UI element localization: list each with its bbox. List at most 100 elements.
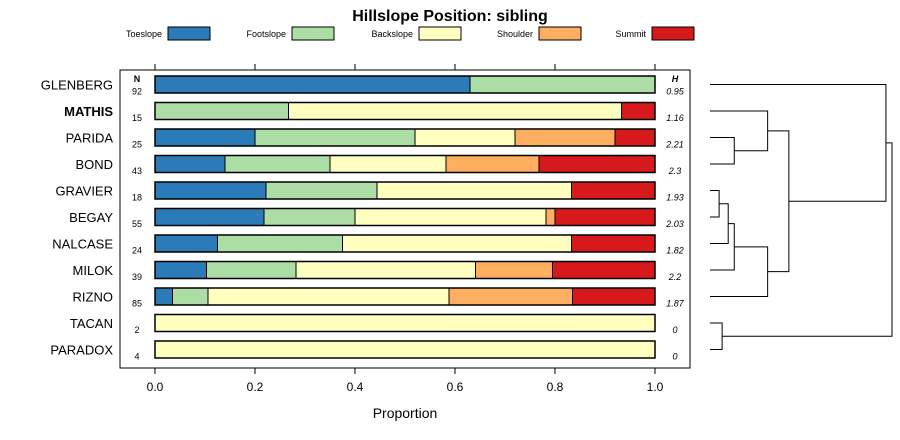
x-tick-label: 0.4	[347, 380, 364, 394]
n-value: 39	[132, 272, 142, 282]
bar-segment	[376, 181, 572, 200]
n-value: 4	[134, 352, 139, 362]
dendrogram-link	[710, 84, 887, 202]
bar-outline	[154, 207, 656, 227]
dendrogram-link	[710, 223, 735, 271]
bar-segment	[621, 102, 656, 120]
bar-segment	[217, 234, 343, 253]
plot-frame	[119, 69, 691, 369]
h-value: 1.16	[666, 113, 684, 123]
category-label: GLENBERG	[41, 78, 113, 93]
bar-segment	[154, 261, 207, 279]
bar-segment	[552, 261, 656, 279]
bar-outline	[154, 128, 656, 147]
legend-label: Summit	[615, 29, 646, 39]
legend-swatch	[291, 26, 335, 41]
n-value: 85	[132, 299, 142, 309]
h-value: 1.93	[666, 193, 684, 203]
bar-rows: GLENBERG 92 0.95 MATHIS 15 1.16 PARIDA 25 2.21 BO…	[41, 75, 685, 362]
bar-segment	[572, 287, 656, 306]
bar-segment	[571, 234, 656, 253]
bar-segment	[414, 128, 516, 147]
bar-segment	[354, 208, 547, 226]
bar-segment	[154, 181, 267, 200]
h-value: 0.95	[666, 87, 685, 97]
x-tick-label: 0.8	[547, 380, 564, 394]
n-value: 18	[132, 193, 142, 203]
bar-segment	[538, 155, 656, 173]
legend-swatch	[418, 26, 462, 41]
dendrogram-link	[710, 137, 735, 165]
category-label: TACAN	[70, 316, 113, 331]
bar-segment	[288, 102, 622, 120]
category-label: PARADOX	[50, 343, 113, 358]
bar-segment	[154, 208, 265, 226]
category-label: MILOK	[73, 263, 114, 278]
dendrogram-link	[710, 322, 723, 350]
bar-segment	[154, 287, 173, 306]
legend: Toeslope Footslope Backslope Shoulder Summit	[126, 26, 695, 41]
x-tick-label: 0.2	[247, 380, 264, 394]
bar-segment	[614, 128, 656, 147]
dendrogram-link	[722, 142, 893, 337]
bar-segment	[154, 75, 471, 94]
h-value: 2.03	[665, 219, 684, 229]
bar-segment	[172, 287, 209, 306]
legend-swatch	[538, 26, 582, 41]
bar-segment	[514, 128, 616, 147]
bar-outline	[154, 101, 656, 121]
n-value: 55	[132, 219, 142, 229]
h-value: 1.87	[666, 299, 685, 309]
legend-label: Shoulder	[497, 29, 533, 39]
bar-segment	[554, 208, 656, 226]
bar-segment	[154, 102, 289, 120]
n-header: N	[134, 74, 141, 84]
h-header: H	[672, 74, 679, 84]
x-tick-label: 0.0	[147, 380, 164, 394]
h-value: 2.2	[668, 272, 682, 282]
bar-segment	[265, 181, 378, 200]
n-value: 2	[134, 325, 139, 335]
n-value: 92	[132, 87, 142, 97]
dendrogram-link	[710, 246, 769, 297]
bar-outline	[154, 340, 656, 359]
category-label: GRAVIER	[55, 184, 113, 199]
bar-segment	[571, 181, 656, 200]
bar-segment	[154, 234, 218, 253]
legend-swatch	[167, 26, 211, 41]
bar-segment	[263, 208, 356, 226]
category-label: RIZNO	[73, 290, 113, 305]
bar-segment	[154, 128, 256, 147]
bar-segment	[295, 261, 476, 279]
legend-label: Backslope	[371, 29, 413, 39]
dendrogram-link	[710, 110, 769, 152]
dendrogram-link	[767, 130, 790, 273]
bar-outline	[154, 154, 656, 174]
bar-segment	[154, 155, 226, 173]
category-label: PARIDA	[66, 131, 114, 146]
category-label: NALCASE	[52, 237, 113, 252]
n-value: 15	[132, 113, 142, 123]
bar-segment	[475, 261, 553, 279]
n-value: 24	[132, 246, 142, 256]
bar-segment	[206, 261, 297, 279]
n-value: 43	[132, 166, 142, 176]
legend-swatch	[651, 26, 695, 41]
bar-outline	[154, 287, 656, 306]
legend-label: Footslope	[246, 29, 286, 39]
x-tick-label: 0.6	[447, 380, 464, 394]
x-axis-label: Proportion	[373, 405, 438, 421]
bar-segment	[469, 75, 656, 94]
bar-outline	[154, 313, 656, 333]
category-label: BEGAY	[69, 210, 113, 225]
x-axis: 0.0 0.2 0.4 0.6 0.8 1.0	[147, 64, 664, 394]
bar-segment	[448, 287, 573, 306]
bar-outline	[154, 234, 656, 253]
bar-outline	[154, 181, 656, 200]
chart-title: Hillslope Position: sibling	[352, 8, 548, 25]
x-tick-label: 1.0	[647, 380, 664, 394]
category-label: MATHIS	[64, 104, 113, 119]
dendrogram	[710, 84, 893, 350]
h-value: 2.21	[665, 140, 684, 150]
